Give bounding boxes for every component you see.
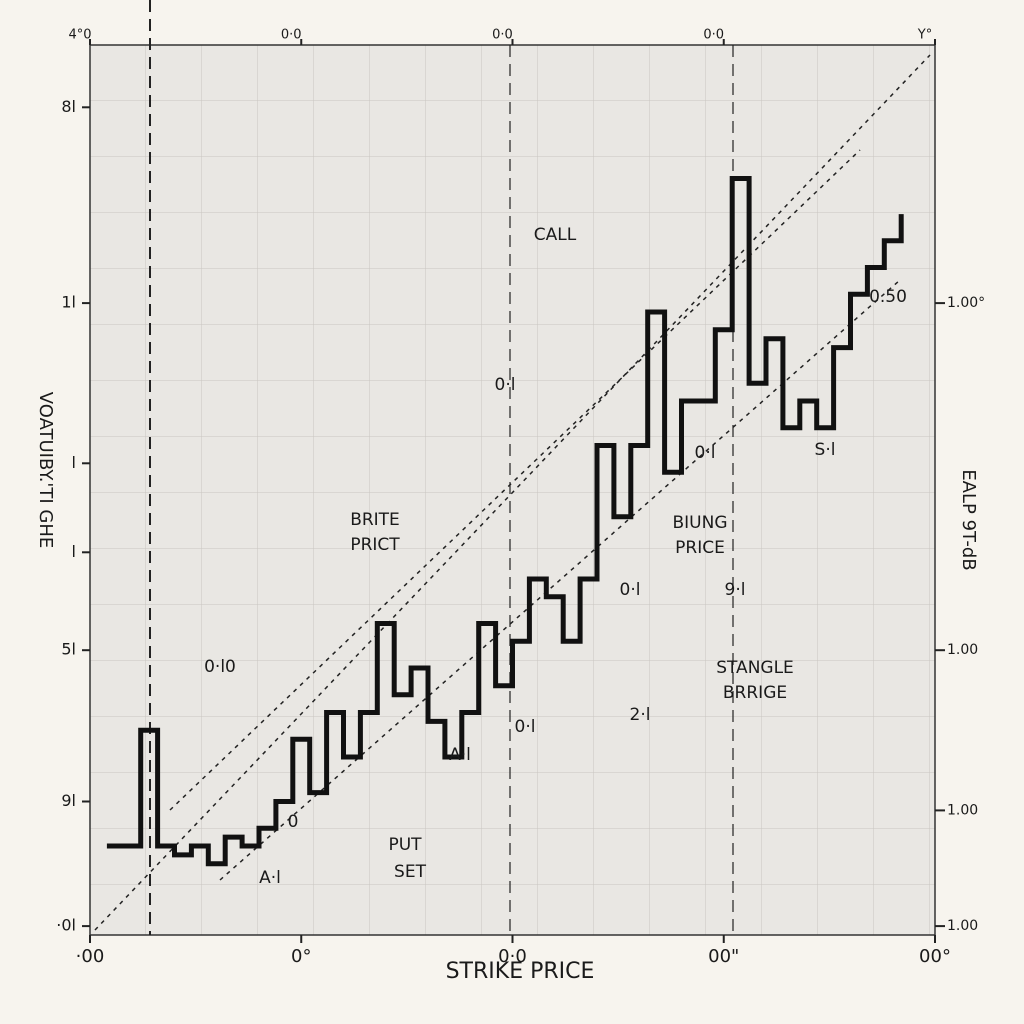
- annotation: 0·l0: [204, 657, 236, 677]
- annotation: 0·l: [495, 375, 516, 395]
- annotation: SET: [394, 862, 427, 882]
- annotation: CALL: [534, 225, 577, 245]
- y2-tick-label: 1.00: [947, 918, 978, 934]
- annotation: 0·l: [515, 717, 536, 737]
- data-line: [106, 176, 904, 867]
- annotation: BRRIGE: [723, 683, 787, 703]
- y2-axis-title: EALP 9T-dB: [958, 469, 979, 570]
- y-tick-label: l: [72, 453, 76, 472]
- annotation: 9·l: [725, 580, 746, 600]
- y-tick-label: l: [72, 542, 76, 561]
- reference-lines: [94, 0, 931, 935]
- annotation: BIUNG: [672, 513, 727, 533]
- x2-tick-label: Y°: [917, 28, 932, 43]
- y-tick-label: 8l: [61, 97, 76, 116]
- y2-tick-label: 1.00°: [947, 295, 985, 311]
- annotation: S·l: [815, 440, 836, 460]
- annotation: 0·l: [695, 443, 716, 463]
- y2-tick-label: 1.00: [947, 802, 978, 818]
- x-tick-label: 00°: [919, 946, 951, 967]
- x2-tick-label: 0·0: [703, 28, 724, 43]
- annotation: BRITE: [350, 510, 400, 530]
- x2-tick-label: 0·0: [492, 28, 513, 43]
- annotation: STANGLE: [716, 658, 794, 678]
- x-tick-label: ·00: [76, 946, 105, 967]
- x-tick-label: 0·0: [498, 946, 527, 967]
- annotation: A·l: [449, 745, 471, 765]
- annotation: 2·l: [630, 705, 651, 725]
- annotation: 0: [288, 812, 299, 832]
- y2-tick-label: 1.00: [947, 642, 978, 658]
- y-tick-label: 9l: [61, 791, 76, 810]
- annotation: 0·l: [620, 580, 641, 600]
- annotation: PUT: [388, 835, 422, 855]
- x2-tick-label: 0·0: [281, 28, 302, 43]
- y-tick-label: 5l: [61, 640, 76, 659]
- annotation: PRICT: [350, 535, 400, 555]
- annotation: A·l: [259, 868, 281, 888]
- y-tick-label: ·0l: [56, 916, 76, 935]
- y-tick-label: 1l: [61, 293, 76, 312]
- x-tick-label: 00": [708, 946, 739, 967]
- x-axis-title: STRIKE PRICE: [446, 959, 595, 984]
- x-tick-label: 0°: [291, 946, 311, 967]
- plot-area: [89, 44, 936, 936]
- annotation: PRICE: [675, 538, 725, 558]
- y-axis-title: VOATUIBY.'TI GHE: [35, 392, 56, 549]
- x2-tick-label: 4°0: [68, 28, 91, 43]
- annotation: 0.50: [869, 287, 907, 307]
